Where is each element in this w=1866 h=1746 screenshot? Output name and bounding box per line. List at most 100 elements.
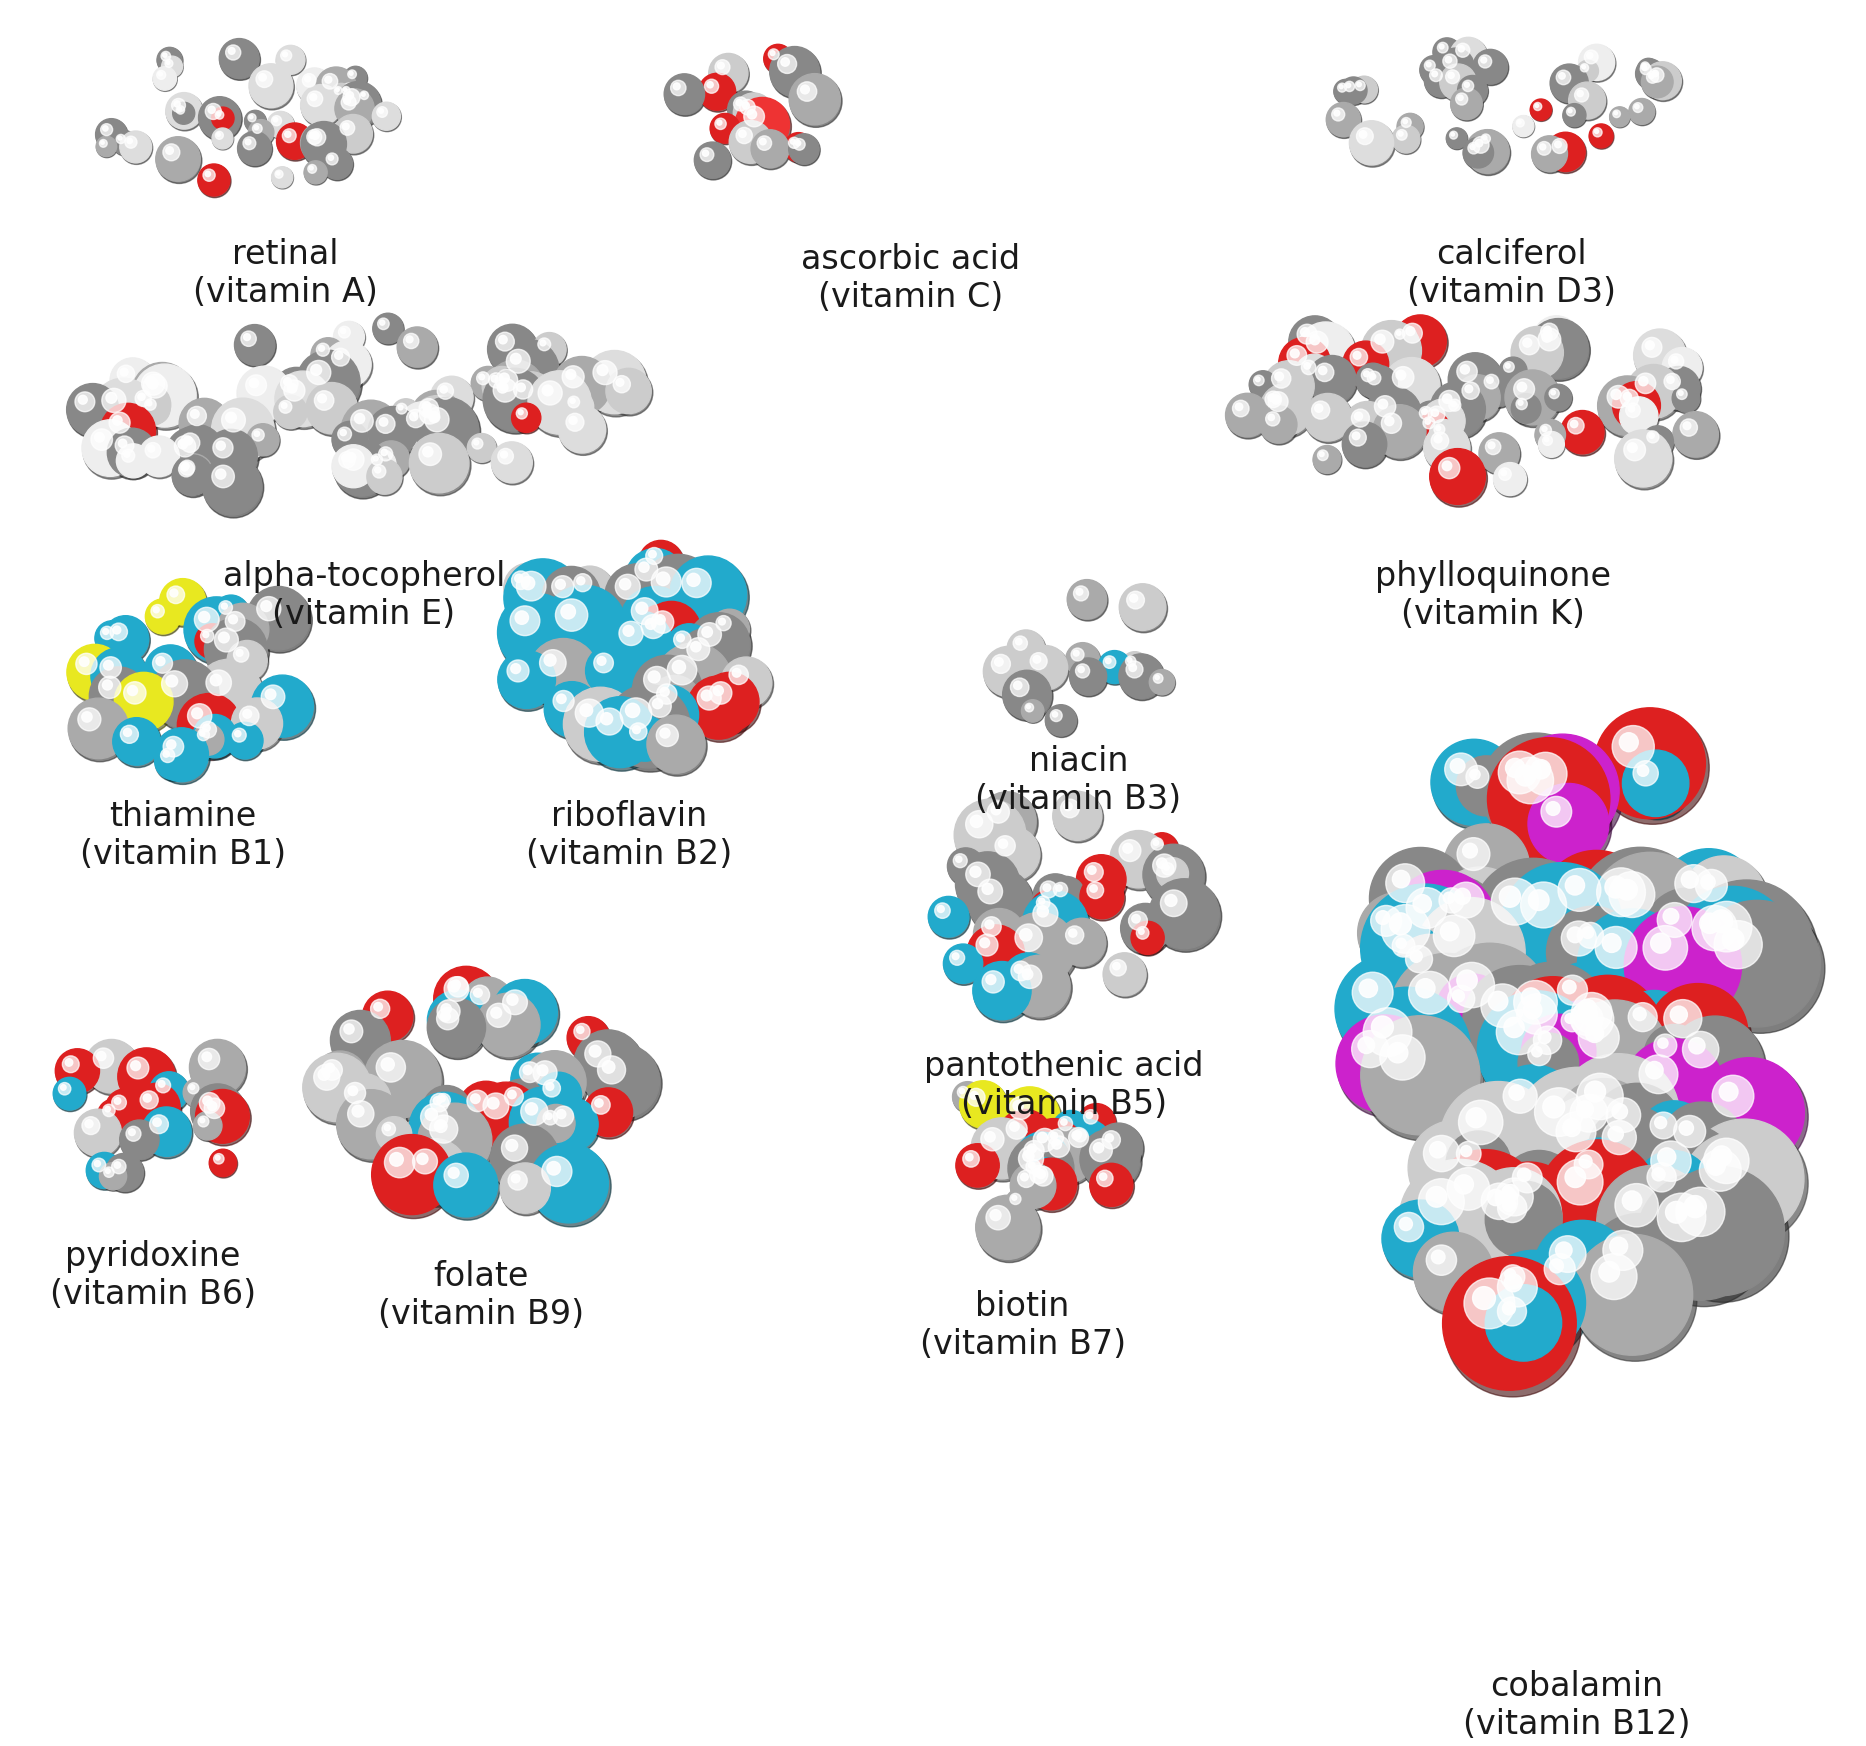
Circle shape [1511,395,1541,424]
Circle shape [1424,59,1435,72]
Circle shape [965,1154,972,1161]
Circle shape [416,1154,427,1165]
Circle shape [379,417,388,426]
Circle shape [698,623,722,646]
Circle shape [483,368,522,409]
Circle shape [1446,1131,1511,1196]
Circle shape [422,1086,470,1135]
Circle shape [67,384,119,436]
Circle shape [606,566,672,632]
Circle shape [1435,870,1530,966]
Circle shape [1676,864,1713,903]
Circle shape [1581,63,1588,72]
Circle shape [341,454,349,461]
Circle shape [1362,323,1424,384]
Circle shape [1670,1006,1687,1023]
Circle shape [1403,323,1422,344]
Circle shape [1429,943,1549,1063]
Circle shape [1657,1170,1789,1303]
Circle shape [496,1079,547,1128]
Circle shape [1511,393,1541,423]
Circle shape [1463,966,1577,1081]
Circle shape [371,454,383,464]
Circle shape [657,573,670,585]
Circle shape [985,1131,995,1142]
Circle shape [1539,143,1545,150]
Circle shape [1629,98,1655,124]
Circle shape [537,1105,577,1144]
Circle shape [586,646,638,698]
Circle shape [606,368,651,414]
Circle shape [1034,655,1041,663]
Circle shape [1483,136,1487,140]
Circle shape [1497,966,1614,1083]
Circle shape [147,402,151,405]
Circle shape [435,1119,448,1133]
Circle shape [498,1081,549,1131]
Circle shape [1633,328,1685,381]
Text: riboflavin: riboflavin [550,800,707,833]
Circle shape [1105,1133,1114,1142]
Circle shape [1685,1119,1804,1238]
Circle shape [1039,1128,1097,1186]
Circle shape [1500,887,1521,908]
Circle shape [429,1093,448,1112]
Circle shape [629,723,648,740]
Circle shape [1556,978,1664,1088]
Circle shape [340,1020,362,1042]
Circle shape [974,910,1026,962]
Circle shape [1694,1058,1804,1168]
Circle shape [536,1074,584,1121]
Circle shape [1603,1121,1636,1154]
Circle shape [209,1151,237,1179]
Circle shape [1554,141,1562,148]
Circle shape [506,372,556,423]
Circle shape [444,1163,468,1187]
Circle shape [1355,412,1362,421]
Circle shape [491,375,498,382]
Circle shape [1064,803,1073,810]
Circle shape [336,87,340,91]
Circle shape [416,400,481,464]
Circle shape [1433,742,1521,829]
Circle shape [1161,890,1187,917]
Circle shape [1487,1184,1566,1262]
Circle shape [75,1110,123,1159]
Circle shape [1441,65,1478,103]
Circle shape [437,1093,450,1107]
Circle shape [1418,1179,1465,1224]
Circle shape [1418,412,1450,445]
Circle shape [1674,414,1720,459]
Circle shape [1375,911,1390,925]
Circle shape [985,920,995,929]
Circle shape [112,718,160,765]
Circle shape [166,61,170,65]
Circle shape [1093,1142,1103,1152]
Circle shape [306,382,358,433]
Circle shape [1579,1006,1597,1025]
Circle shape [1482,1184,1517,1219]
Circle shape [1454,1175,1474,1194]
Circle shape [220,38,259,79]
Circle shape [1351,1030,1388,1067]
Circle shape [1569,82,1605,119]
Circle shape [118,136,121,140]
Circle shape [1095,1124,1144,1173]
Circle shape [321,1060,341,1081]
Circle shape [250,115,254,119]
Circle shape [1562,1009,1582,1032]
Circle shape [323,73,338,89]
Circle shape [1103,953,1148,999]
Circle shape [980,938,989,948]
Circle shape [711,611,750,651]
Circle shape [1685,1196,1706,1217]
Circle shape [369,409,420,459]
Circle shape [1504,1079,1538,1114]
Circle shape [381,1058,394,1070]
Circle shape [1608,871,1655,917]
Circle shape [125,136,136,148]
Circle shape [1664,374,1679,389]
Circle shape [1538,141,1551,155]
Circle shape [700,75,737,112]
Circle shape [1388,1042,1407,1063]
